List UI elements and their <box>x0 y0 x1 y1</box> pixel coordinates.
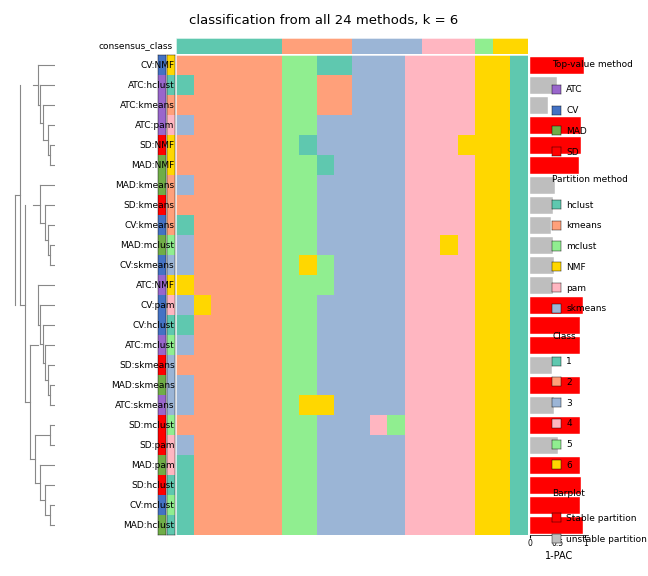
Text: pam: pam <box>566 283 586 293</box>
Bar <box>530 357 552 373</box>
Bar <box>530 316 580 334</box>
Text: 6: 6 <box>566 461 572 470</box>
Text: 2: 2 <box>566 378 572 387</box>
Bar <box>530 297 583 313</box>
Text: 5: 5 <box>566 440 572 449</box>
Bar <box>530 517 583 533</box>
Text: 3: 3 <box>566 399 572 408</box>
Bar <box>530 276 553 294</box>
Text: Top-value method: Top-value method <box>552 60 633 69</box>
Text: 4: 4 <box>566 419 572 429</box>
Text: hclust: hclust <box>566 200 594 210</box>
Bar <box>530 157 579 173</box>
Bar <box>530 137 581 153</box>
Text: Stable partition: Stable partition <box>566 514 637 523</box>
Bar <box>530 476 581 494</box>
Bar <box>530 457 580 473</box>
Text: Class: Class <box>552 332 575 341</box>
Bar <box>530 377 580 393</box>
Text: ATC: ATC <box>566 85 583 94</box>
Bar <box>530 416 580 434</box>
Bar <box>530 196 553 214</box>
Text: NMF: NMF <box>566 263 586 272</box>
Bar <box>530 256 554 274</box>
Text: kmeans: kmeans <box>566 221 602 230</box>
Bar <box>530 237 553 253</box>
Text: mclust: mclust <box>566 242 597 251</box>
Bar <box>530 336 580 354</box>
Bar <box>530 217 551 233</box>
Text: unstable partition: unstable partition <box>566 535 647 544</box>
Text: consensus_class: consensus_class <box>98 41 173 51</box>
Text: classification from all 24 methods, k = 6: classification from all 24 methods, k = … <box>189 14 459 28</box>
Text: SD: SD <box>566 147 579 157</box>
Bar <box>530 97 548 113</box>
Bar <box>530 497 580 513</box>
Text: MAD: MAD <box>566 127 587 136</box>
Bar <box>530 176 555 194</box>
Text: 1: 1 <box>566 357 572 366</box>
Text: Barplot: Barplot <box>552 488 585 498</box>
Text: skmeans: skmeans <box>566 304 607 313</box>
X-axis label: 1-PAC: 1-PAC <box>545 551 573 561</box>
Bar <box>530 437 558 453</box>
Text: CV: CV <box>566 106 579 115</box>
Bar <box>530 56 584 74</box>
Text: Partition method: Partition method <box>552 175 628 184</box>
Bar <box>530 77 557 93</box>
Bar <box>530 116 581 134</box>
Bar <box>530 396 554 414</box>
